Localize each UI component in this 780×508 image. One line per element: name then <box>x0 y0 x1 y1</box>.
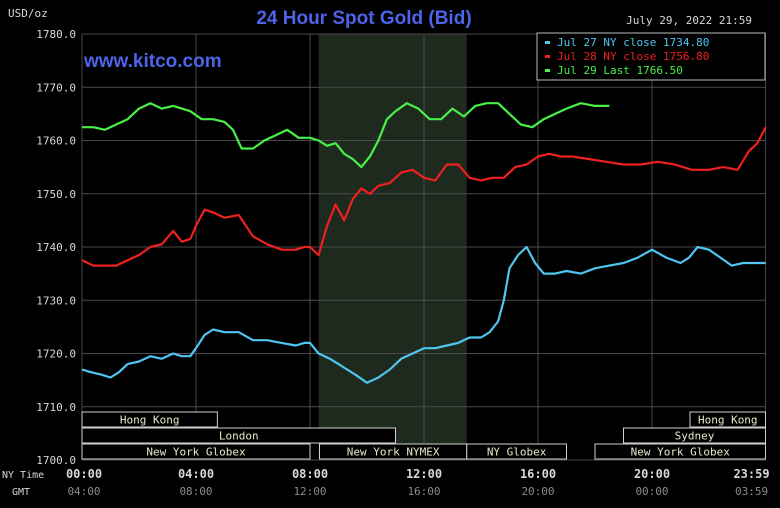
session-box <box>81 443 311 460</box>
session-label: New York Globex <box>146 446 246 459</box>
y-tick-label: 1700.0 <box>36 454 76 467</box>
y-tick-label: 1770.0 <box>36 81 76 94</box>
legend-swatch <box>545 55 550 58</box>
session-box <box>689 411 767 428</box>
legend-label: Jul 27 NY close 1734.80 <box>557 36 709 49</box>
session-box <box>81 427 396 444</box>
y-tick-label: 1740.0 <box>36 241 76 254</box>
grid-lines <box>81 33 767 461</box>
watermark: www.kitco.com <box>83 51 222 72</box>
x-tick-label-ny: 16:00 <box>520 467 556 481</box>
session-box <box>466 443 567 460</box>
x-tick-label-gmt: 12:00 <box>293 485 326 498</box>
unit-label: USD/oz <box>8 7 48 20</box>
x-tick-label-ny: 00:00 <box>66 467 102 481</box>
legend-label: Jul 29 Last 1766.50 <box>557 64 683 77</box>
x-tick-label-gmt: 03:59 <box>735 485 768 498</box>
session-box <box>594 443 767 460</box>
trading-sessions: Hong Kong London New York Globex New York N… <box>81 411 767 460</box>
legend-swatch <box>545 69 550 72</box>
jul27-series-line <box>81 245 766 384</box>
session-box <box>81 411 218 428</box>
session-label: New York NYMEX <box>347 446 440 459</box>
x-tick-label-ny: 20:00 <box>634 467 670 481</box>
x-tick-label-gmt: 00:00 <box>635 485 668 498</box>
session-box <box>623 427 767 444</box>
y-tick-label: 1720.0 <box>36 348 76 361</box>
jul28-series-line <box>81 126 767 267</box>
session-label: London <box>219 430 259 443</box>
chart-datetime: July 29, 2022 21:59 <box>626 14 752 27</box>
session-label: Sydney <box>675 430 715 443</box>
y-tick-label: 1710.0 <box>36 401 76 414</box>
x-tick-label-ny: 23:59 <box>733 467 769 481</box>
x-tick-label-gmt: 16:00 <box>407 485 440 498</box>
y-tick-label: 1750.0 <box>36 188 76 201</box>
ny-time-label: NY Time <box>2 470 44 481</box>
session-label: Hong Kong <box>698 414 758 427</box>
chart-title: 24 Hour Spot Gold (Bid) <box>256 8 471 29</box>
y-axis: 1700.0 1710.0 1720.0 1730.0 1740.0 1750.0 1760… <box>36 28 76 467</box>
x-axis: 00:00 04:00 04:00 08:00 08:00 12:00 12:00 16:00… <box>66 467 770 498</box>
x-tick-label-gmt: 04:00 <box>67 485 100 498</box>
y-tick-label: 1780.0 <box>36 28 76 41</box>
jul29-series-line <box>82 102 610 169</box>
x-tick-label-ny: 12:00 <box>406 467 442 481</box>
x-tick-label-ny: 04:00 <box>178 467 214 481</box>
session-label: New York Globex <box>631 446 731 459</box>
legend-label: Jul 28 NY close 1756.80 <box>557 50 709 63</box>
y-tick-label: 1760.0 <box>36 135 76 148</box>
x-tick-label-gmt: 20:00 <box>521 485 554 498</box>
x-tick-label-ny: 08:00 <box>292 467 328 481</box>
gmt-label: GMT <box>12 487 30 498</box>
y-tick-label: 1730.0 <box>36 294 76 307</box>
session-label: Hong Kong <box>120 414 180 427</box>
legend-box <box>536 32 766 81</box>
legend-swatch <box>545 41 550 44</box>
x-tick-label-gmt: 08:00 <box>179 485 212 498</box>
series-lines <box>81 102 767 384</box>
session-label: NY Globex <box>487 446 547 459</box>
